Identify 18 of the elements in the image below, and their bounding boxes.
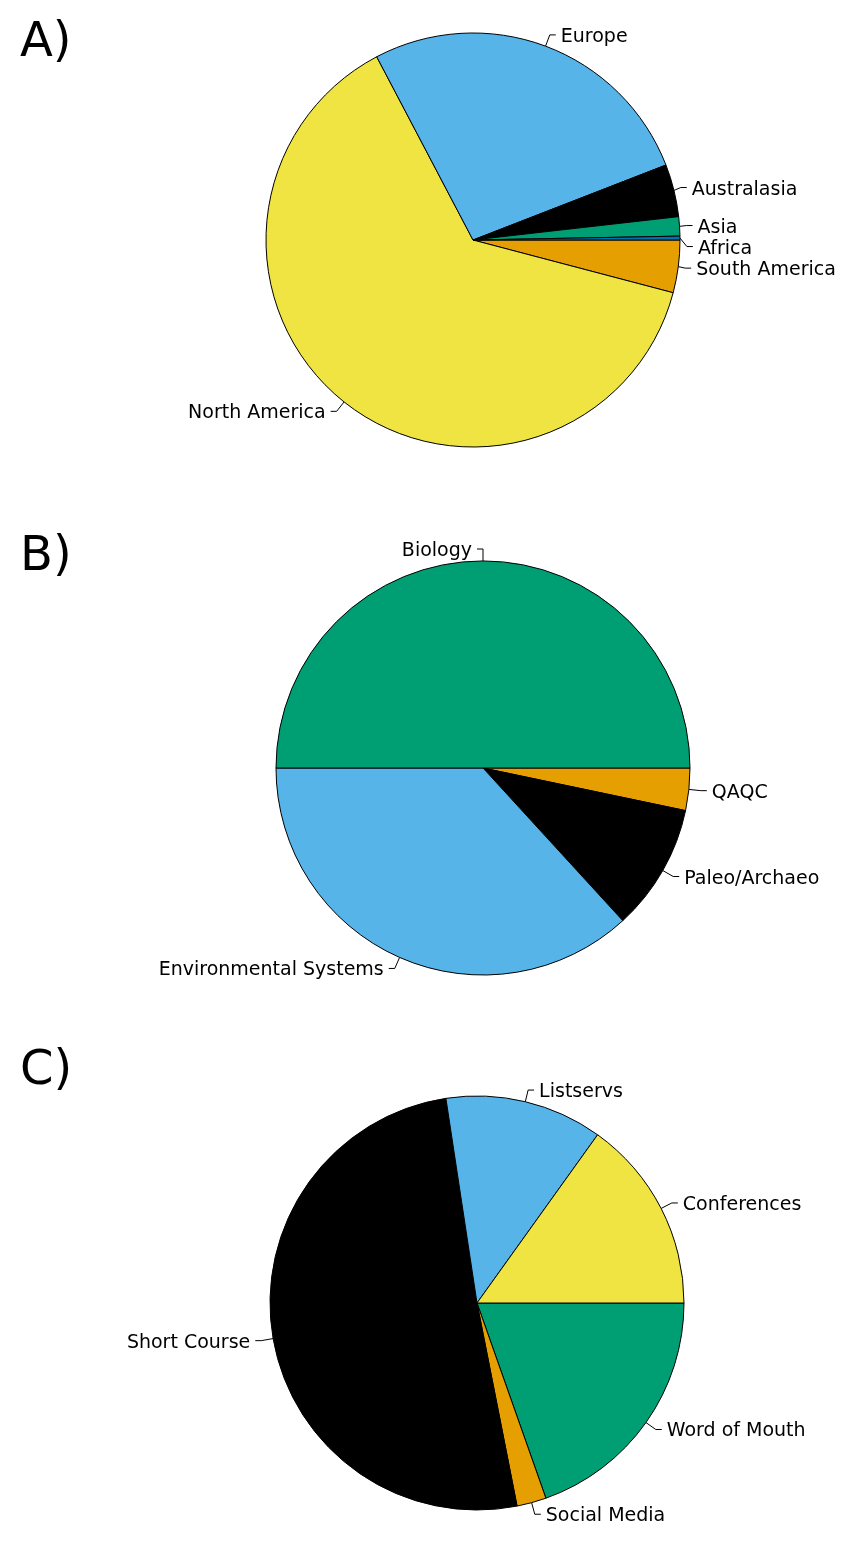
slice-label: North America	[188, 400, 326, 423]
slice-label: Short Course	[126, 1329, 251, 1352]
slice-label: Paleo/Archaeo	[684, 865, 820, 888]
chart-title: C)	[20, 1039, 73, 1095]
slice-label: Word of Mouth	[666, 1418, 806, 1441]
slice-label: Social Media	[545, 1503, 666, 1526]
slice-label: Europe	[560, 23, 628, 46]
slice-label: South America	[696, 257, 836, 280]
slice-label: Africa	[697, 235, 753, 258]
slice-label: Asia	[697, 214, 738, 237]
slice-label: Biology	[401, 538, 472, 560]
slice-label: Conferences	[682, 1191, 802, 1214]
slice-label: Environmental Systems	[158, 957, 384, 980]
slice-label: Listservs	[539, 1079, 623, 1102]
chart-title: A)	[20, 11, 72, 67]
slice-label: QAQC	[711, 779, 768, 802]
chart-title: B)	[20, 525, 72, 581]
slice-label: Australasia	[691, 176, 798, 199]
